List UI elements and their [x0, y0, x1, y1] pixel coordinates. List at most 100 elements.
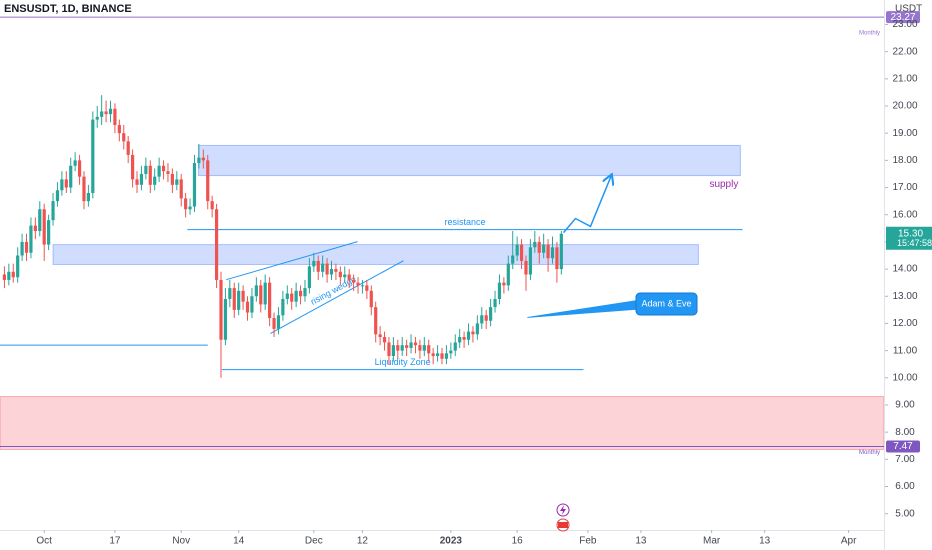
x-tick-label: Oct: [36, 536, 52, 547]
countdown-label: 15:47:58: [897, 238, 932, 248]
candle-body: [263, 282, 267, 305]
x-tick-label: Nov: [172, 536, 190, 547]
event-icons: [556, 503, 570, 532]
candle-body: [435, 353, 440, 357]
candle-body: [360, 285, 365, 287]
y-tick-label: 6.00: [895, 481, 915, 492]
trend-line: [270, 260, 404, 334]
candle-body: [334, 269, 338, 272]
candle-body: [449, 350, 453, 354]
candle-body: [24, 241, 29, 253]
level-label: Monthly: [859, 450, 880, 456]
candle-body: [144, 165, 148, 174]
candle-body: [77, 160, 82, 177]
y-tick-label: 22.00: [892, 46, 917, 57]
candle-body: [559, 233, 563, 270]
x-tick-label: 17: [109, 536, 121, 547]
candle-body: [312, 260, 316, 267]
candle-body: [148, 165, 152, 185]
trend-line-label: resistance: [444, 217, 485, 227]
y-tick-label: 9.00: [895, 400, 915, 411]
candle-body: [131, 154, 135, 180]
candle-body: [60, 179, 64, 191]
x-tick-label: 2023: [440, 536, 463, 547]
candle-body: [422, 345, 426, 351]
y-tick-label: 19.00: [892, 128, 917, 139]
candle-body: [316, 260, 320, 272]
candle-body: [440, 353, 444, 359]
candle-body: [281, 298, 285, 316]
candle-body: [139, 173, 144, 185]
candle-body: [232, 288, 236, 310]
candle-body: [378, 334, 382, 338]
candle-body: [493, 298, 497, 308]
y-tick-label: 17.00: [892, 182, 917, 193]
candle-body: [382, 337, 387, 343]
y-tick-label: 16.00: [892, 209, 917, 220]
candle-body: [2, 274, 7, 280]
level-price-box: [886, 440, 920, 453]
candle-body: [303, 288, 307, 297]
candle-body: [352, 279, 356, 283]
candle-body: [33, 225, 37, 232]
candle-body: [69, 165, 73, 188]
level-price-label: 23.27: [890, 12, 915, 23]
candle-body: [431, 353, 435, 357]
candle-body: [29, 225, 33, 253]
candle-body: [254, 285, 258, 297]
candle-body: [374, 307, 378, 335]
candle-body: [444, 353, 449, 359]
y-tick-label: 12.00: [892, 318, 917, 329]
candle-body: [294, 290, 298, 302]
candle-body: [537, 241, 541, 253]
candle-body: [325, 263, 329, 275]
candle-body: [453, 342, 457, 351]
level-price-label: 7.47: [893, 441, 913, 452]
zone: [0, 396, 884, 451]
candle-body: [153, 176, 157, 185]
candle-body: [466, 331, 471, 340]
candle-body: [338, 271, 342, 278]
x-tick-label: Dec: [305, 536, 323, 547]
candle-body: [475, 323, 479, 335]
y-tick-label: 7.00: [895, 454, 915, 465]
candle-body: [11, 271, 15, 278]
candle-body: [365, 285, 369, 291]
candle-body: [104, 111, 108, 115]
candle-body: [184, 198, 188, 210]
candle-body: [321, 263, 325, 272]
candle-body: [95, 116, 99, 120]
candle-body: [241, 290, 245, 302]
candle-body: [391, 345, 395, 357]
candle-body: [82, 176, 86, 202]
zone: [197, 144, 741, 177]
candle-body: [356, 282, 360, 286]
y-tick-label: 21.00: [892, 73, 917, 84]
y-tick-label: 10.00: [892, 372, 917, 383]
candle-body: [298, 290, 303, 297]
candle-body: [170, 173, 174, 185]
candle-body: [157, 165, 161, 177]
candle-body: [113, 108, 117, 126]
candle-body: [250, 296, 254, 313]
candle-body: [427, 345, 431, 354]
y-tick-label: 5.00: [895, 508, 915, 519]
callout-box: [635, 292, 698, 316]
candle-body: [409, 342, 413, 348]
candle-body: [524, 260, 528, 275]
candle-body: [228, 288, 232, 299]
candle-body: [38, 209, 42, 232]
x-tick-label: Mar: [703, 536, 721, 547]
candle-body: [42, 209, 46, 245]
chart-title: ENSUSDT, 1D, BINANCE: [4, 3, 132, 15]
candle-body: [290, 293, 294, 302]
zone-label: supply: [709, 179, 738, 190]
y-tick-label: 23.00: [892, 19, 917, 30]
candle-body: [86, 192, 90, 202]
candle-body: [347, 274, 351, 280]
candle-body: [7, 271, 11, 280]
axes: 23.27 7.47 5.00 6.00 7.00 8.00 9.00 10.00 11.00 1…: [36, 11, 932, 547]
projection-arrow: [562, 176, 612, 234]
candle-body: [117, 125, 121, 134]
candle-body: [400, 345, 404, 351]
